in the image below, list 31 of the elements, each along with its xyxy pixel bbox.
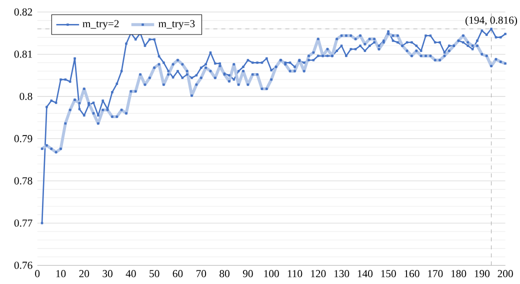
annotation: (194, 0.816) <box>466 16 518 26</box>
x-tick-label: 110 <box>288 270 302 278</box>
x-tick-label: 60 <box>172 270 183 278</box>
legend-label: m_try=2 <box>82 20 119 30</box>
x-tick-label: 100 <box>264 270 279 278</box>
x-tick-label: 200 <box>498 270 513 278</box>
x-tick-label: 20 <box>79 270 90 278</box>
x-tick-label: 0 <box>35 270 40 278</box>
x-tick-label: 70 <box>196 270 206 278</box>
y-tick-label: 0.81 <box>14 50 32 58</box>
y-tick-label: 0.76 <box>14 262 32 269</box>
y-tick-label: 0.79 <box>14 135 32 142</box>
x-tick-label: 160 <box>404 270 420 278</box>
x-tick-label: 90 <box>242 270 253 278</box>
x-tick-label: 40 <box>126 270 136 278</box>
y-tick-label: 0.8 <box>20 92 32 100</box>
y-tick-label: 0.82 <box>14 8 32 16</box>
x-tick-label: 30 <box>102 270 112 278</box>
x-tick-label: 120 <box>311 270 326 278</box>
legend-label: m_try=3 <box>158 20 195 30</box>
x-tick-label: 140 <box>358 270 373 278</box>
x-tick-label: 10 <box>56 270 66 278</box>
x-tick-label: 50 <box>150 270 160 278</box>
x-tick-label: 80 <box>220 270 230 278</box>
y-tick-label: 0.77 <box>14 219 32 227</box>
x-tick-label: 190 <box>474 270 490 278</box>
y-tick-label: 0.78 <box>14 177 32 184</box>
x-tick-label: 150 <box>381 270 396 278</box>
x-tick-label: 170 <box>428 270 443 278</box>
x-tick-label: 130 <box>334 270 350 278</box>
x-tick-label: 180 <box>451 270 466 278</box>
